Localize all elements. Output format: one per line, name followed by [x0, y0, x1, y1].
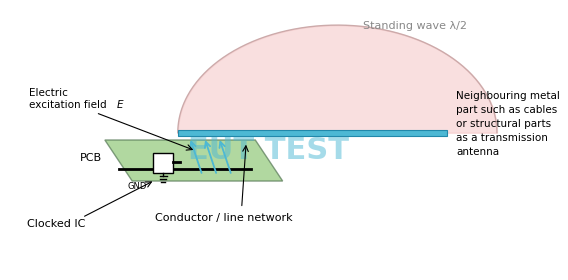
Text: EUT TEST: EUT TEST	[189, 136, 349, 165]
Text: E: E	[116, 100, 123, 110]
Text: Clocked IC: Clocked IC	[27, 219, 86, 229]
Text: PCB: PCB	[80, 153, 102, 163]
Polygon shape	[105, 140, 283, 181]
Text: GND: GND	[127, 182, 147, 191]
Text: Conductor / line network: Conductor / line network	[154, 213, 292, 223]
Bar	[153, 153, 173, 173]
Text: Electric
excitation field: Electric excitation field	[29, 88, 110, 110]
Text: Standing wave λ/2: Standing wave λ/2	[363, 22, 467, 31]
Bar	[178, 130, 447, 136]
Text: Neighbouring metal
part such as cables
or structural parts
as a transmission
ant: Neighbouring metal part such as cables o…	[456, 91, 560, 157]
